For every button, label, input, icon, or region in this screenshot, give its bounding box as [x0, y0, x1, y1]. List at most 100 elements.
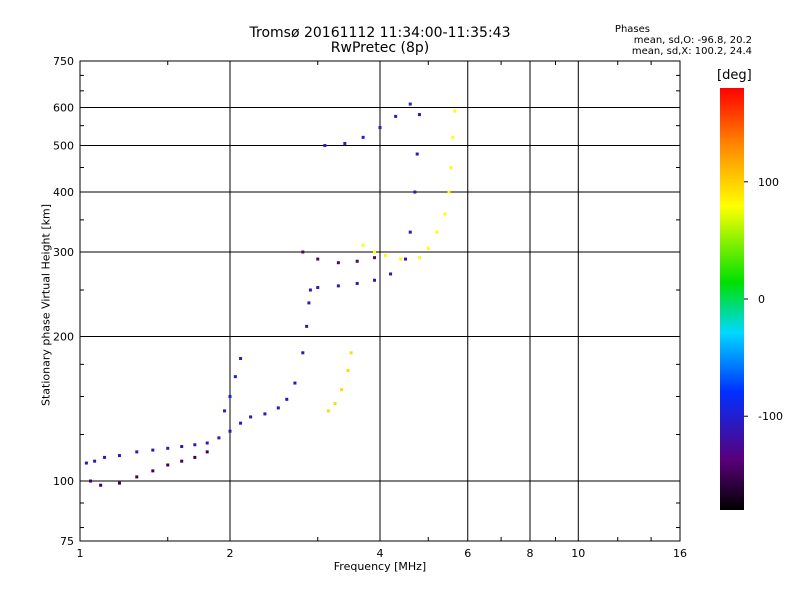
echo-point-o	[193, 443, 197, 447]
echo-point-o	[223, 409, 227, 413]
echo-point-o	[99, 483, 103, 487]
echo-point-o	[276, 406, 280, 410]
y-tick-label: 75	[60, 535, 74, 548]
x-tick-label: 10	[571, 547, 585, 560]
x-axis-label: Frequency [MHz]	[333, 560, 427, 573]
echo-point-o	[336, 261, 340, 265]
echo-point-o	[151, 469, 155, 473]
echo-point-x	[451, 135, 455, 139]
echo-point-o	[180, 445, 184, 449]
echo-point-o	[415, 152, 419, 156]
echo-point-o	[151, 448, 155, 452]
echo-point-o	[355, 259, 359, 263]
x-tick-label: 4	[377, 547, 384, 560]
echo-point-o	[228, 429, 232, 433]
echo-point-o	[180, 459, 184, 463]
chart-subtitle: RwPretec (8p)	[330, 40, 430, 56]
y-tick-label: 200	[53, 331, 74, 344]
y-axis-label: Stationary phase Virtual Height [km]	[39, 203, 53, 407]
echo-point-o	[355, 281, 359, 285]
echo-point-o	[336, 284, 340, 288]
echo-point-o	[135, 450, 139, 454]
echo-point-x	[399, 257, 403, 261]
grid-lines	[80, 61, 680, 541]
echo-point-o	[316, 286, 320, 290]
phase-stats-o-mode: mean, sd,O: -96.8, 20.2	[633, 35, 752, 46]
echo-point-o	[316, 257, 320, 261]
plot-frame	[79, 60, 681, 542]
echo-point-o	[166, 463, 170, 467]
echo-point-o	[305, 324, 309, 328]
echo-point-o	[239, 421, 243, 425]
echo-point-o	[403, 257, 407, 261]
echo-point-o	[84, 461, 88, 465]
y-tick-label: 300	[53, 246, 74, 259]
echo-point-o	[394, 114, 398, 118]
echo-point-o	[417, 113, 421, 117]
echo-point-o	[307, 301, 311, 305]
x-tick-labels: 1 2 4 6 8 10 16	[77, 547, 688, 560]
x-tick-label: 2	[227, 547, 234, 560]
y-tick-label: 400	[53, 186, 74, 199]
echo-point-o	[217, 436, 221, 440]
y-tick-label: 500	[53, 140, 74, 153]
echo-point-x	[435, 230, 439, 234]
echo-point-o	[239, 356, 243, 360]
echo-point-o	[233, 375, 237, 379]
echo-point-x	[453, 109, 457, 113]
x-tick-label: 6	[464, 547, 471, 560]
colorbar-label: [deg]	[717, 68, 752, 83]
echo-point-o	[285, 397, 289, 401]
echo-point-x	[326, 409, 330, 413]
echo-point-o	[301, 250, 305, 254]
colorbar-tick-label: -100	[758, 410, 783, 423]
echo-point-x	[449, 165, 453, 169]
echo-point-x	[373, 250, 377, 254]
echo-point-x	[417, 256, 421, 260]
echo-point-o	[205, 450, 209, 454]
colorbar-tick-label: 100	[758, 176, 779, 189]
y-tick-label: 750	[53, 55, 74, 68]
y-tick-label: 600	[53, 102, 74, 115]
echo-point-o	[361, 135, 365, 139]
y-tick-label: 100	[53, 475, 74, 488]
echo-point-o	[135, 475, 139, 479]
echo-point-o	[293, 381, 297, 385]
echo-point-o	[249, 415, 253, 419]
phase-stats-title: Phases	[614, 24, 650, 35]
echo-point-o	[408, 102, 412, 106]
echo-point-x	[346, 368, 350, 372]
echo-point-o	[103, 455, 107, 459]
echo-point-x	[447, 190, 451, 194]
phase-stats-x-mode: mean, sd,X: 100.2, 24.4	[631, 46, 752, 57]
echo-point-x	[340, 388, 344, 392]
y-tick-labels: 75 100 200 300 400 500 600 750	[53, 55, 74, 548]
echo-point-o	[263, 412, 267, 416]
echo-point-x	[361, 243, 365, 247]
echo-point-o	[413, 190, 417, 194]
echo-point-x	[383, 254, 387, 258]
echo-point-o	[93, 459, 97, 463]
echo-point-o	[205, 441, 209, 445]
echo-point-x	[426, 247, 430, 251]
echo-point-o	[228, 395, 232, 399]
colorbar-ticks: 100 0 -100	[744, 176, 783, 423]
echo-point-o	[89, 479, 93, 483]
echo-point-o	[117, 481, 121, 485]
echo-point-o	[408, 230, 412, 234]
chart-title: Tromsø 20161112 11:34:00-11:35:43	[249, 25, 511, 41]
echo-point-o	[308, 288, 312, 292]
colorbar-tick-label: 0	[758, 293, 765, 306]
echo-point-o	[117, 454, 121, 458]
echo-point-x	[349, 351, 353, 355]
echo-points	[84, 102, 457, 487]
x-tick-label: 16	[673, 547, 687, 560]
echo-point-o	[166, 446, 170, 450]
colorbar	[720, 88, 744, 510]
echo-point-o	[389, 272, 393, 276]
echo-point-o	[301, 351, 305, 355]
echo-point-x	[443, 212, 447, 216]
echo-point-o	[378, 126, 382, 130]
